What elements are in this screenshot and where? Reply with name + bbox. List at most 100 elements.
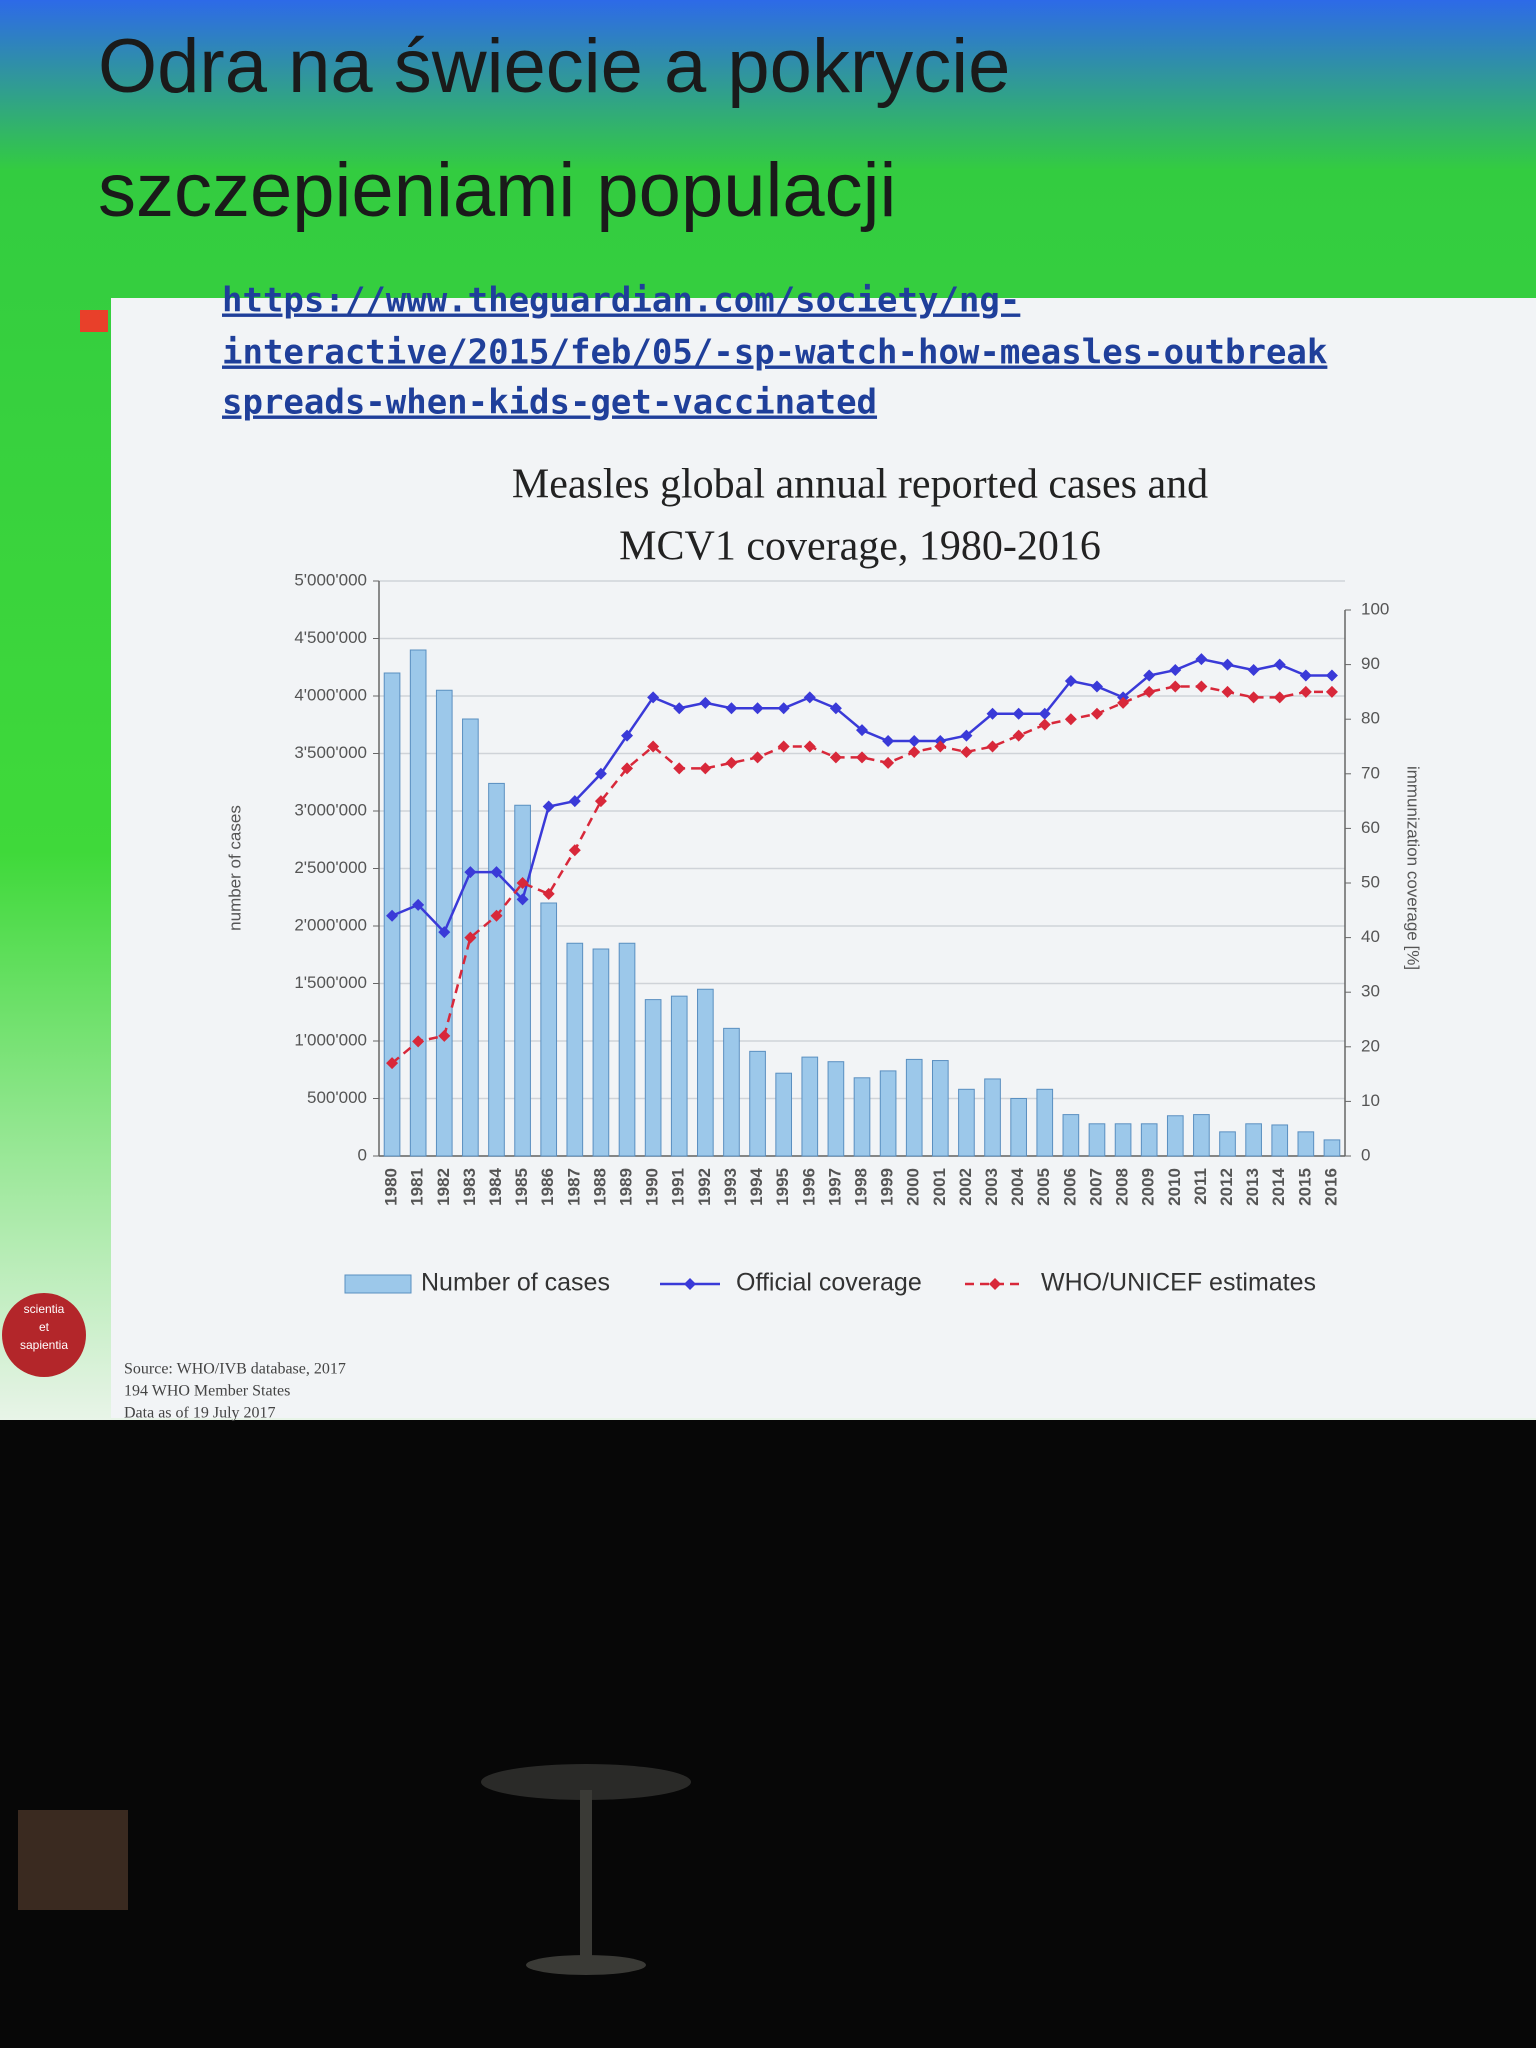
marker [568,795,581,808]
x-tick-label: 2002 [956,1168,975,1206]
x-tick-label: 2001 [930,1168,949,1206]
bar [853,1077,871,1157]
bar [984,1078,1001,1157]
bar [514,804,531,1157]
x-tick-label: 1998 [851,1168,870,1206]
y-tick-label: 2'000'000 [294,915,367,934]
legend-label: WHO/UNICEF estimates [1041,1269,1316,1297]
table-leg [580,1790,592,1960]
y-tick-label: 500'000 [307,1088,367,1107]
marker [1247,664,1260,677]
marker [751,702,764,715]
y2-tick-label: 90 [1361,654,1380,673]
y-axis-label: number of cases [225,805,244,931]
marker [934,740,947,753]
marker [1325,669,1338,682]
bar [644,999,662,1157]
marker [777,702,790,715]
logo [2,1293,86,1377]
marker [412,898,425,911]
stage [0,1420,1536,2048]
marker [1038,707,1051,720]
bar [801,1056,819,1157]
y-tick-label: 2'500'000 [294,858,367,877]
x-tick-label: 1983 [460,1168,479,1206]
marker [829,751,842,764]
x-tick-label: 2005 [1034,1168,1053,1206]
marker [464,931,477,944]
link[interactable]: interactive/2015/feb/05/-sp-watch-how-me… [222,333,1327,373]
y2-tick-label: 20 [1361,1036,1380,1055]
marker [386,909,399,922]
x-tick-label: 2000 [904,1168,923,1206]
x-tick-label: 1990 [643,1168,662,1206]
slide-title: szczepieniami populacji [98,148,896,233]
bar [670,995,688,1157]
marker [1195,680,1208,693]
bar [1010,1098,1027,1157]
marker [673,762,686,775]
bar [1193,1114,1210,1157]
marker [1299,669,1312,682]
marker [594,767,607,780]
chart-title: Measles global annual reported cases and [512,462,1208,508]
marker [1169,680,1182,693]
marker [1012,707,1025,720]
bar [1245,1123,1262,1157]
marker [621,762,634,775]
bar [827,1061,845,1157]
y2-tick-label: 30 [1361,982,1380,1001]
link[interactable]: https://www.theguardian.com/society/ng- [222,281,1020,321]
x-tick-label: 1987 [564,1168,583,1206]
y2-tick-label: 70 [1361,763,1380,782]
bar [566,942,584,1157]
x-tick-label: 1980 [382,1168,401,1206]
marker [490,866,503,879]
marker [751,751,764,764]
bar [1166,1115,1184,1157]
y-tick-label: 4'000'000 [294,685,367,704]
legend-swatch [344,1274,412,1294]
x-tick-label: 1988 [590,1168,609,1206]
bar [958,1088,975,1157]
marker [1247,691,1260,704]
x-tick-label: 2006 [1060,1168,1079,1206]
x-tick-label: 2013 [1243,1168,1262,1206]
marker [1195,653,1208,666]
x-tick-label: 1991 [669,1168,688,1206]
table-top [481,1764,691,1800]
marker [699,762,712,775]
x-tick-label: 2004 [1008,1167,1027,1205]
x-tick-label: 1999 [878,1168,897,1206]
bullet [80,310,108,332]
bar [1323,1139,1341,1157]
marker [829,702,842,715]
x-tick-label: 1992 [695,1168,714,1206]
legend-swatch [684,1278,696,1290]
marker [647,691,660,704]
legend-label: Official coverage [736,1269,922,1297]
marker [1143,685,1156,698]
x-tick-label: 2015 [1295,1168,1314,1206]
x-tick-label: 2008 [1113,1168,1132,1206]
marker [438,926,451,939]
marker [1090,680,1103,693]
link[interactable]: spreads-when-kids-get-vaccinated [222,383,877,423]
x-tick-label: 1984 [486,1167,505,1205]
x-tick-label: 2010 [1165,1168,1184,1206]
bar [723,1027,740,1157]
bar [1114,1123,1132,1157]
bar [1297,1131,1315,1157]
bar [618,942,636,1157]
marker [1273,658,1286,671]
x-tick-label: 2003 [982,1168,1001,1206]
bar [1036,1088,1054,1157]
bar [775,1072,793,1157]
y2-tick-label: 0 [1361,1145,1370,1164]
source: Source: WHO/IVB database, 2017 [124,1361,346,1378]
marker [986,740,999,753]
legend-label: Number of cases [421,1269,610,1297]
y2-tick-label: 40 [1361,927,1380,946]
x-tick-label: 2014 [1269,1167,1288,1205]
